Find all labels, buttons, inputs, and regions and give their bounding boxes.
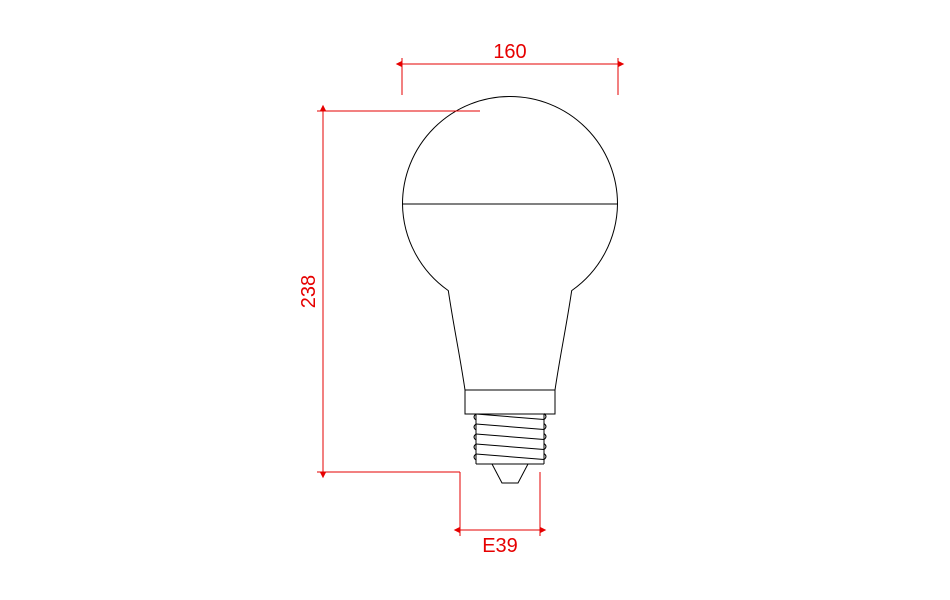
bulb-screw-thread [474,414,546,465]
dim-base-label: E39 [482,535,518,557]
dim-height-label: 238 [298,275,320,308]
bulb-contact-tip [492,464,528,483]
bulb-glass-outline [403,97,618,415]
dim-width-label: 160 [493,41,526,63]
